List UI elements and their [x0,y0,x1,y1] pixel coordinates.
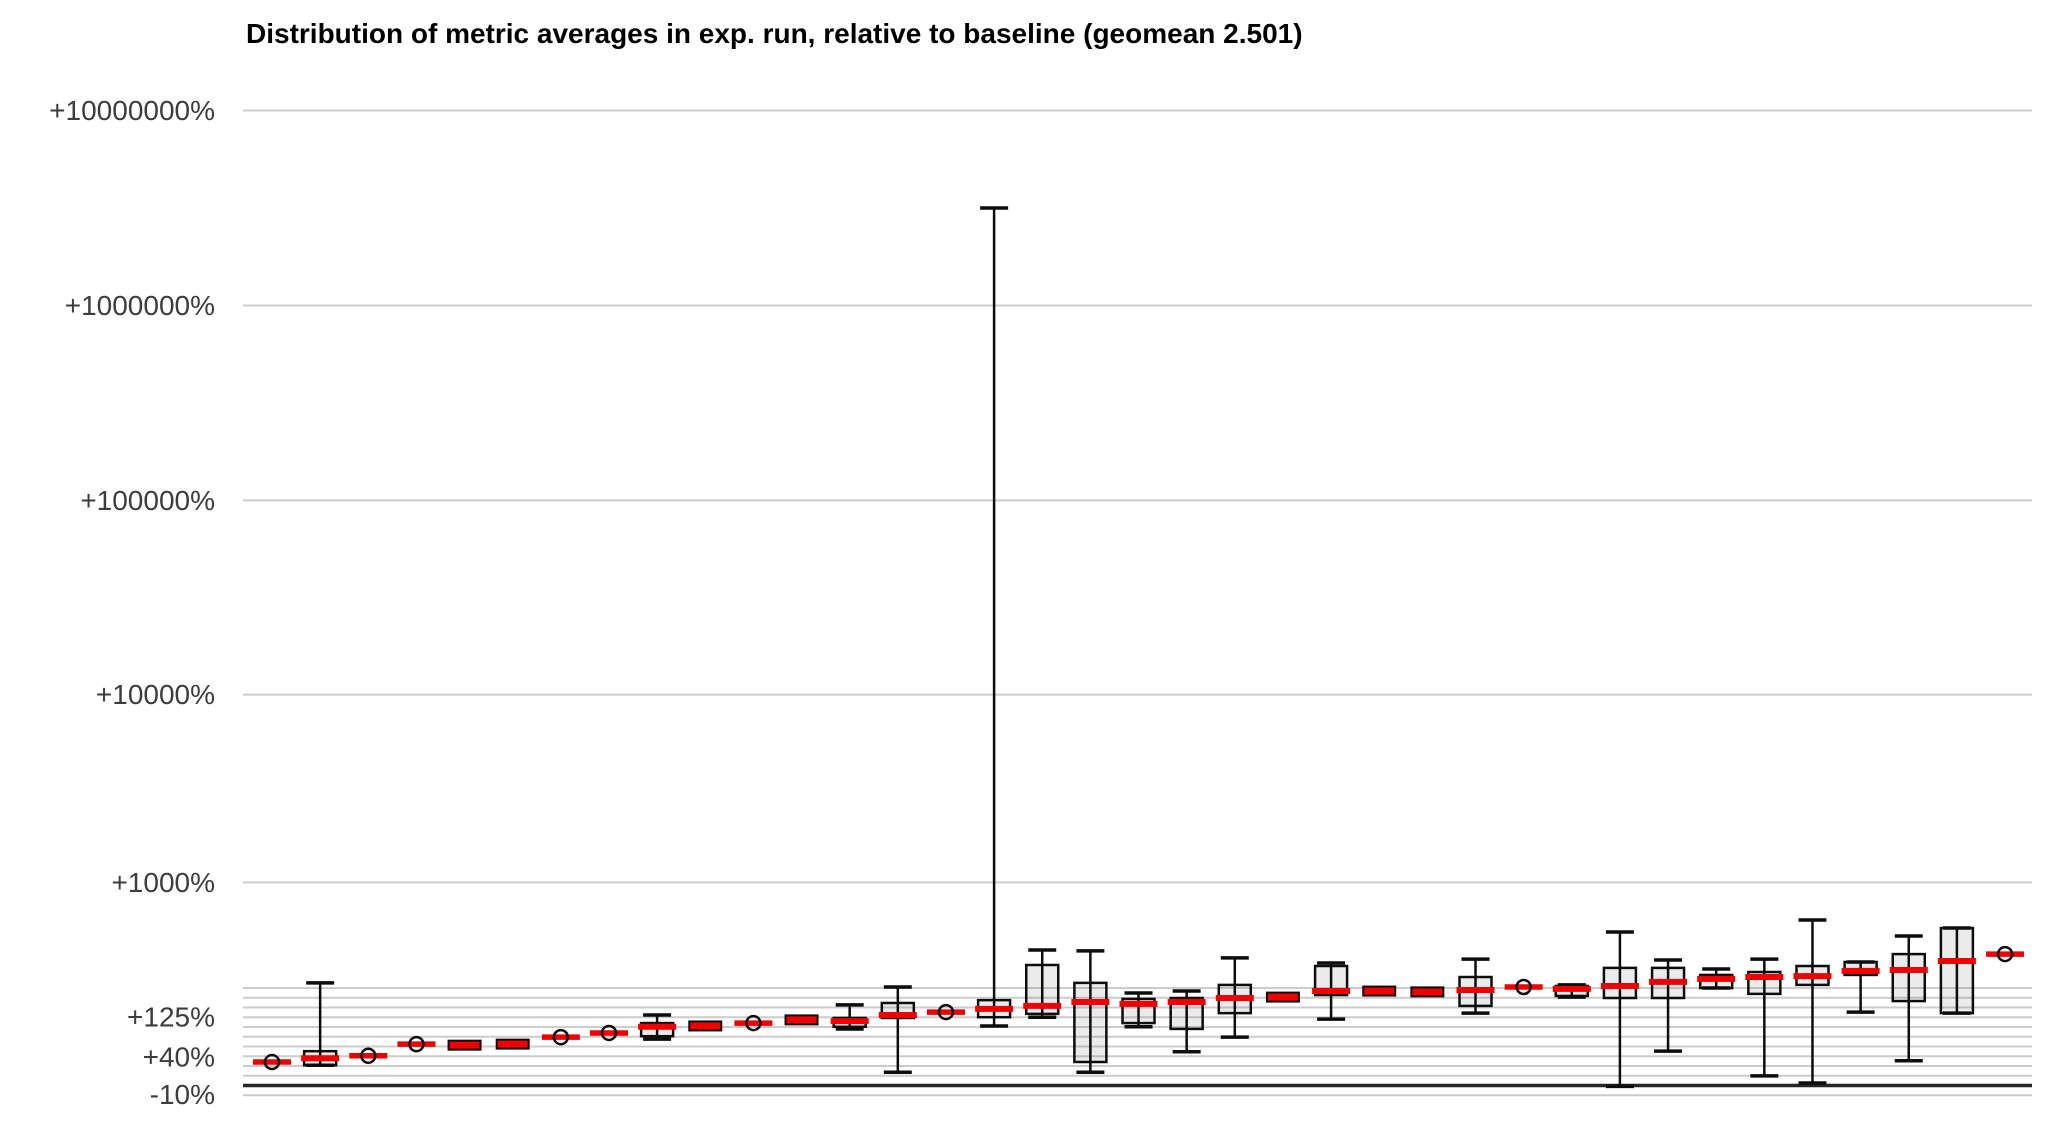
outlier-dot [360,1047,377,1065]
flat-box [688,1020,723,1032]
y-tick-label: +40% [143,1042,215,1073]
outlier-dot [1996,945,2014,963]
y-tick-label: +1000% [111,867,215,898]
chart-title: Distribution of metric averages in exp. … [246,18,1303,49]
flat-box [447,1039,482,1051]
y-tick-label: +1000000% [65,290,215,321]
flat-box [784,1014,819,1026]
outlier-dot [263,1053,281,1071]
outlier-dot [552,1028,570,1046]
flat-box [1265,991,1300,1003]
box-rect [1891,952,1927,1003]
outlier-dot [408,1035,425,1053]
y-tick-label: -10% [150,1079,215,1110]
outlier-dot [745,1014,762,1032]
outlier-dot [600,1024,618,1042]
y-tick-label: +100000% [80,485,215,516]
y-tick-label: +10000% [96,679,215,710]
outlier-dot [1515,978,1532,996]
outlier-dot [937,1003,955,1021]
box-rect [1939,926,1975,1015]
flat-box [495,1038,530,1050]
box-rect [1073,981,1108,1064]
y-tick-label: +125% [127,1001,215,1032]
flat-box [1410,986,1445,998]
y-tick-label: +10000000% [49,95,215,126]
flat-box [1362,985,1397,997]
